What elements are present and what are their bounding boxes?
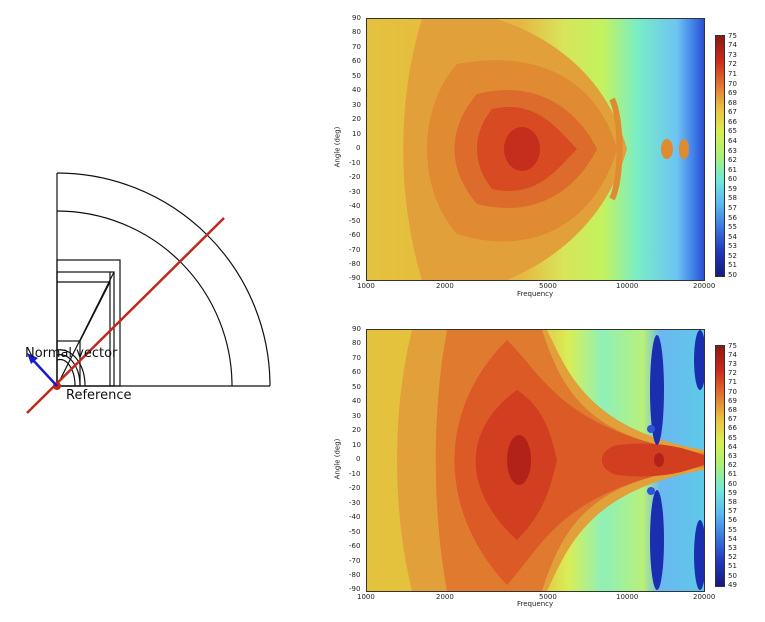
x-axis-label-2: Frequency <box>517 600 554 608</box>
geometry-diagram: Normal vector Reference <box>0 160 290 420</box>
y-axis-label-1: Angle (deg) <box>333 126 342 168</box>
colorbar-2 <box>715 345 725 587</box>
normal-vector-label: Normal vector <box>25 346 118 361</box>
contour-plot-1 <box>366 18 705 281</box>
reference-label: Reference <box>66 388 132 403</box>
contour-plot-2 <box>366 329 705 592</box>
y-axis-label-2: Angle (deg) <box>333 438 342 480</box>
colorbar-1 <box>715 35 725 277</box>
x-axis-label-1: Frequency <box>517 290 554 298</box>
normal-vector-arrow-icon <box>27 353 38 364</box>
reference-line <box>26 217 225 414</box>
